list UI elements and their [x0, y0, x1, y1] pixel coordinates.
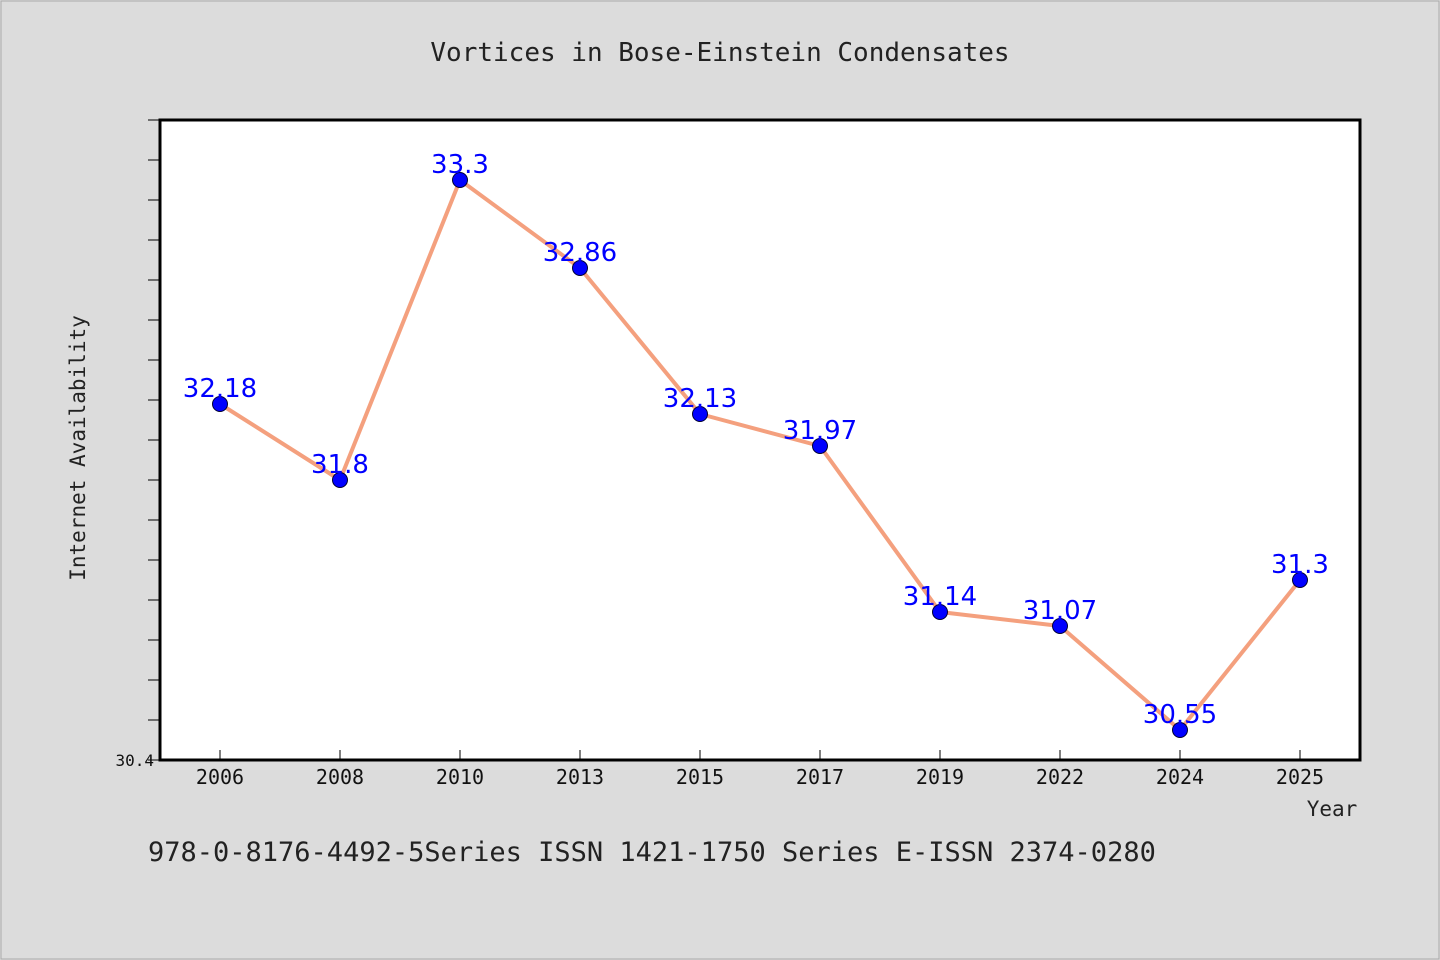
x-tick-label: 2022	[1036, 765, 1084, 789]
y-axis-label: Internet Availability	[66, 315, 90, 581]
data-point-marker	[1052, 618, 1068, 634]
data-point-marker	[1172, 722, 1188, 738]
data-point-marker	[932, 604, 948, 620]
data-label: 32.86	[543, 238, 617, 268]
x-tick-label: 2025	[1276, 765, 1324, 789]
data-point-marker	[812, 438, 828, 454]
series-layer	[218, 178, 1302, 732]
data-point-marker	[1292, 572, 1308, 588]
series-line	[218, 178, 1302, 732]
data-label: 31.8	[311, 450, 369, 480]
data-label: 31.97	[783, 416, 857, 446]
data-point-marker	[332, 472, 348, 488]
data-label-layer: 32.18 31.8 33.3 32.86 32.13 31.97 31.14 31.07 30…	[183, 150, 1329, 730]
footer-isbn-text: 978-0-8176-4492-5Series ISSN 1421-1750 S…	[148, 837, 1156, 868]
x-tick-label: 2024	[1156, 765, 1204, 789]
x-tick-label: 2006	[196, 765, 244, 789]
chart-title: Vortices in Bose-Einstein Condensates	[430, 38, 1009, 68]
x-tick-label: 2013	[556, 765, 604, 789]
y-axis-ticks: 30.4	[115, 119, 160, 770]
x-axis-ticks: 2006 2008 2010 2013 2015 2017 2019 2022 2024 2025	[196, 750, 1324, 789]
data-point-marker	[452, 172, 468, 188]
data-label: 31.3	[1271, 550, 1329, 580]
marker-layer	[212, 172, 1308, 738]
data-label: 33.3	[431, 150, 489, 180]
x-tick-label: 2015	[676, 765, 724, 789]
x-tick-label: 2008	[316, 765, 364, 789]
x-tick-label: 2019	[916, 765, 964, 789]
data-label: 31.07	[1023, 596, 1097, 626]
data-label: 31.14	[903, 582, 977, 612]
data-point-marker	[572, 260, 588, 276]
data-point-marker	[212, 396, 228, 412]
data-point-marker	[692, 406, 708, 422]
data-label: 32.13	[663, 384, 737, 414]
data-label: 30.55	[1143, 700, 1217, 730]
x-tick-label: 2010	[436, 765, 484, 789]
data-label: 32.18	[183, 374, 257, 404]
x-tick-label: 2017	[796, 765, 844, 789]
plot-area	[158, 118, 1362, 762]
x-axis-label: Year	[1307, 797, 1358, 821]
y-tick-label: 30.4	[115, 751, 154, 770]
